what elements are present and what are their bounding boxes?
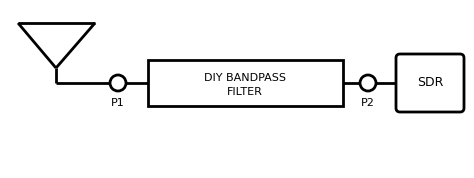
Text: P2: P2 xyxy=(361,98,375,108)
Bar xyxy=(148,60,343,106)
Text: P1: P1 xyxy=(111,98,125,108)
Circle shape xyxy=(360,75,376,91)
Text: SDR: SDR xyxy=(417,77,443,90)
Text: DIY BANDPASS: DIY BANDPASS xyxy=(204,73,286,83)
Circle shape xyxy=(110,75,126,91)
FancyBboxPatch shape xyxy=(396,54,464,112)
Text: FILTER: FILTER xyxy=(227,87,263,97)
